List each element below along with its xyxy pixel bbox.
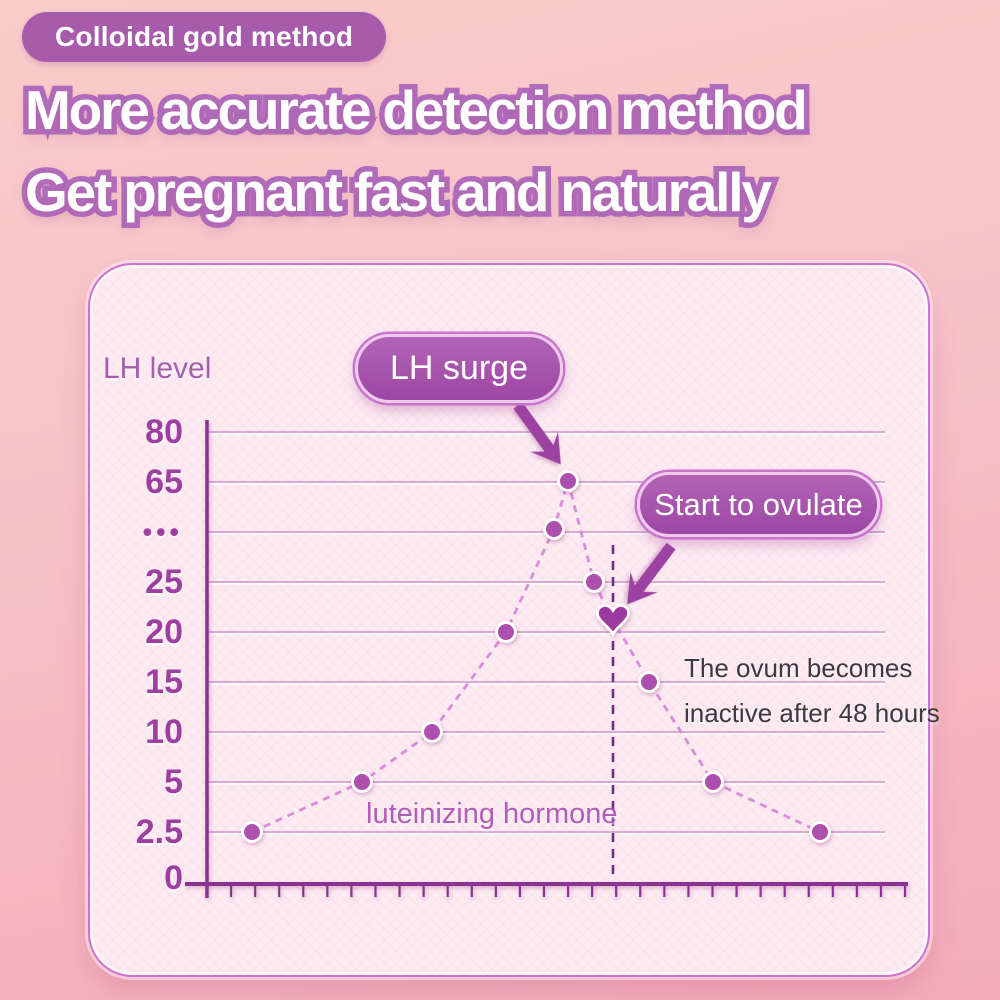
headline-line-2-outline: Get pregnant fast and naturally xyxy=(20,156,778,229)
y-axis-label: 80 xyxy=(145,413,183,451)
headline: More accurate detection method More accu… xyxy=(20,74,985,242)
headline-line-2-text: Get pregnant fast and naturally xyxy=(25,161,772,223)
y-axis-label: 10 xyxy=(145,713,183,751)
y-axis-label: 5 xyxy=(164,763,183,801)
ovum-note-line-2: inactive after 48 hours xyxy=(684,698,940,728)
y-axis-label: 25 xyxy=(145,563,183,601)
start-to-ovulate-callout-label: Start to ovulate xyxy=(654,486,863,522)
y-axis-label: 65 xyxy=(145,463,183,501)
y-axis-label: 15 xyxy=(145,663,183,701)
headline-line-1: More accurate detection method More accu… xyxy=(20,74,985,160)
method-badge: Colloidal gold method xyxy=(22,12,387,62)
headline-line-1-outline: More accurate detection method xyxy=(20,74,814,147)
y-axis-title: LH level xyxy=(103,352,212,385)
y-axis-labels: 80 65 ••• 25 20 15 10 5 2.5 0 xyxy=(0,0,183,1000)
lh-surge-callout-label: LH surge xyxy=(390,349,528,387)
y-axis-label: 0 xyxy=(164,859,183,897)
ovum-note-line-1: The ovum becomes xyxy=(684,653,913,683)
lh-surge-callout: LH surge xyxy=(355,334,563,403)
headline-line-2: Get pregnant fast and naturally Get preg… xyxy=(20,156,985,242)
series-label: luteinizing hormone xyxy=(366,798,618,830)
headline-line-1-text: More accurate detection method xyxy=(25,79,808,141)
y-axis-label: 2.5 xyxy=(135,813,183,851)
y-axis-label: ••• xyxy=(142,517,183,547)
y-axis-label: 20 xyxy=(145,613,183,651)
method-badge-label: Colloidal gold method xyxy=(55,21,354,52)
ovum-note: The ovum becomes inactive after 48 hours xyxy=(684,646,940,736)
start-to-ovulate-callout: Start to ovulate xyxy=(637,472,880,537)
